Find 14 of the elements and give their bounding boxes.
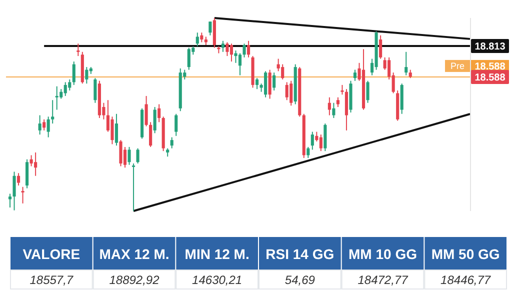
text: 14630,21 (192, 273, 242, 288)
category-label: MM 10 GG (348, 246, 418, 262)
text: 18557,7 (30, 273, 74, 288)
text: 18472,77 (358, 273, 408, 288)
category-label: VALORE (22, 246, 80, 262)
y-tick-label: 18.813 (474, 41, 506, 52)
category-label: MM 50 GG (431, 246, 500, 262)
category-label: MAX 12 M. (99, 246, 170, 262)
text: 18892,92 (109, 273, 160, 288)
category-label: RSI 14 GG (266, 246, 334, 262)
category-label: MIN 12 M. (184, 246, 250, 262)
annotation: Pre (450, 61, 465, 72)
text: 54,69 (284, 273, 315, 288)
text: 18446,77 (440, 273, 491, 288)
